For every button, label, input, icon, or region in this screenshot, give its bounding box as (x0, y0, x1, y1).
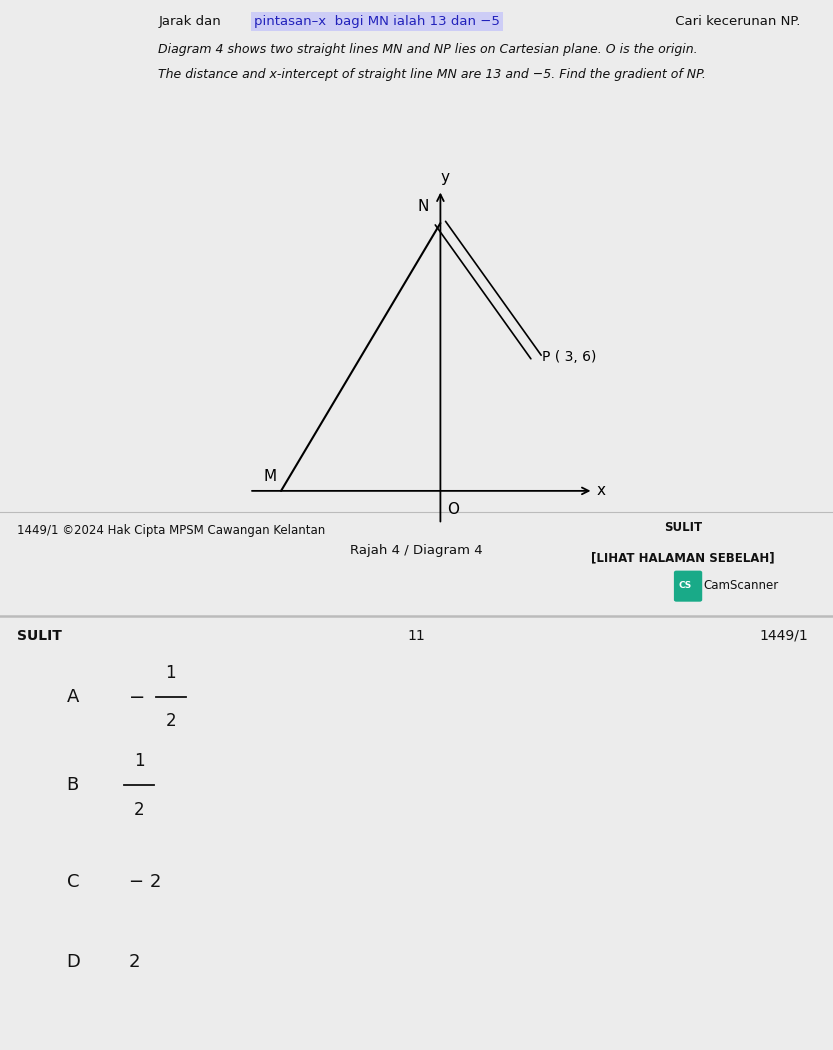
Text: O: O (446, 502, 459, 517)
Text: P ( 3, 6): P ( 3, 6) (542, 350, 596, 364)
Text: N: N (418, 200, 429, 214)
Text: 1449/1 ©2024 Hak Cipta MPSM Cawangan Kelantan: 1449/1 ©2024 Hak Cipta MPSM Cawangan Kel… (17, 524, 325, 537)
Text: 2: 2 (166, 713, 176, 731)
FancyBboxPatch shape (674, 570, 702, 602)
Text: Jarak dan: Jarak dan (158, 15, 221, 28)
Text: pintasan–x  bagi MN ialah 13 dan −5: pintasan–x bagi MN ialah 13 dan −5 (254, 15, 500, 28)
Text: y: y (441, 170, 450, 185)
Text: D: D (67, 952, 81, 971)
Text: − 2: − 2 (129, 874, 162, 891)
Text: 1: 1 (166, 664, 176, 681)
Text: CamScanner: CamScanner (703, 580, 778, 592)
Text: 11: 11 (407, 629, 426, 643)
Text: C: C (67, 874, 79, 891)
Text: CS: CS (678, 582, 691, 590)
Text: 2: 2 (134, 801, 144, 819)
Text: [LIHAT HALAMAN SEBELAH]: [LIHAT HALAMAN SEBELAH] (591, 551, 775, 564)
Text: SULIT: SULIT (664, 521, 702, 533)
Text: −: − (129, 688, 146, 707)
Text: Cari kecerunan NP.: Cari kecerunan NP. (671, 15, 800, 28)
Text: A: A (67, 688, 79, 707)
Text: SULIT: SULIT (17, 629, 62, 643)
Text: 1: 1 (134, 752, 144, 770)
Text: The distance and x-intercept of straight line MN are 13 and −5. Find the gradien: The distance and x-intercept of straight… (158, 68, 706, 81)
Text: 1449/1: 1449/1 (759, 629, 808, 643)
Text: Diagram 4 shows two straight lines MN and NP lies on Cartesian plane. O is the o: Diagram 4 shows two straight lines MN an… (158, 43, 698, 56)
Text: x: x (596, 483, 606, 499)
Text: Rajah 4 / Diagram 4: Rajah 4 / Diagram 4 (350, 544, 483, 558)
Text: B: B (67, 776, 79, 795)
Text: M: M (263, 469, 277, 484)
Text: 2: 2 (129, 952, 141, 971)
